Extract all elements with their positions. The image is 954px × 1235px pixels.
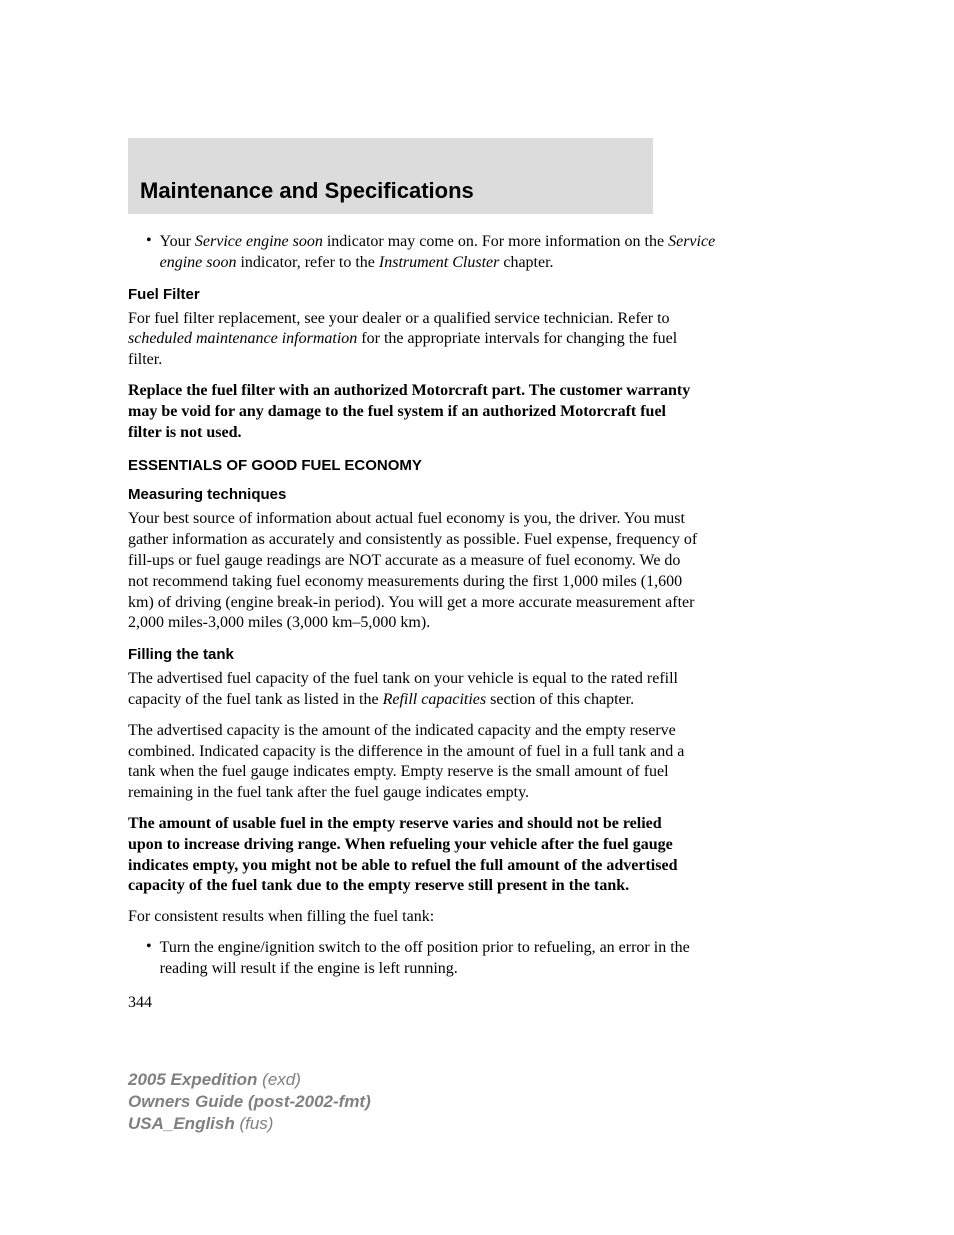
- essentials-heading: ESSENTIALS OF GOOD FUEL ECONOMY: [128, 457, 826, 474]
- bullet-marker: •: [146, 232, 152, 274]
- bullet-marker: •: [146, 938, 152, 980]
- bullet-item-2: • Turn the engine/ignition switch to the…: [146, 938, 716, 980]
- fuel-filter-para2: Replace the fuel filter with an authoriz…: [128, 381, 698, 443]
- header-box: Maintenance and Specifications: [128, 138, 653, 214]
- filling-para2: The advertised capacity is the amount of…: [128, 721, 698, 804]
- page-number: 344: [128, 994, 826, 1012]
- measuring-heading: Measuring techniques: [128, 486, 826, 503]
- bullet-item-1: • Your Service engine soon indicator may…: [146, 232, 716, 274]
- filling-para4: For consistent results when filling the …: [128, 907, 698, 928]
- filling-para1: The advertised fuel capacity of the fuel…: [128, 669, 698, 711]
- filling-heading: Filling the tank: [128, 646, 826, 663]
- footer-line-1: 2005 Expedition (exd): [128, 1069, 371, 1091]
- fuel-filter-para1: For fuel filter replacement, see your de…: [128, 309, 698, 371]
- page-content: Maintenance and Specifications • Your Se…: [0, 0, 954, 1012]
- fuel-filter-heading: Fuel Filter: [128, 286, 826, 303]
- footer-line-3: USA_English (fus): [128, 1113, 371, 1135]
- filling-para3: The amount of usable fuel in the empty r…: [128, 814, 698, 897]
- bullet-text-1: Your Service engine soon indicator may c…: [160, 232, 716, 274]
- footer: 2005 Expedition (exd) Owners Guide (post…: [128, 1069, 371, 1135]
- filling-bullet: Turn the engine/ignition switch to the o…: [160, 938, 716, 980]
- footer-line-2: Owners Guide (post-2002-fmt): [128, 1091, 371, 1113]
- measuring-para: Your best source of information about ac…: [128, 509, 698, 634]
- header-title: Maintenance and Specifications: [140, 178, 653, 204]
